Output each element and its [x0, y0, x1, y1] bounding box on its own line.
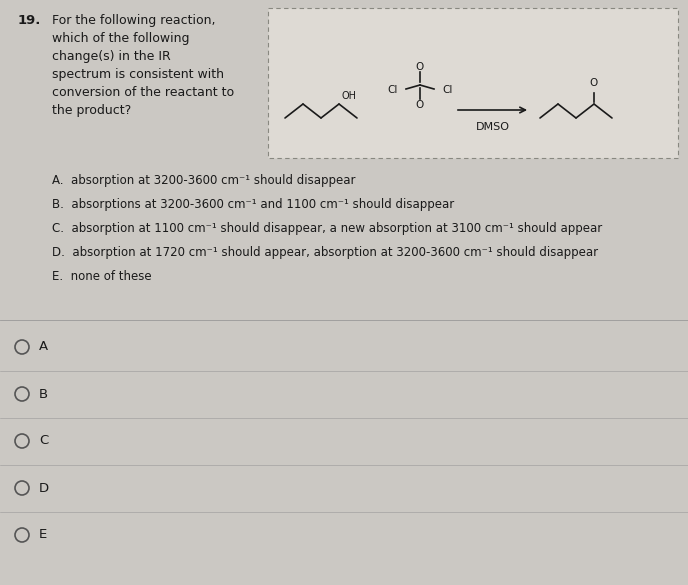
Bar: [268, 8, 678, 158]
Text: 19.: 19.: [18, 14, 41, 27]
Text: O: O: [416, 62, 424, 72]
Text: O: O: [416, 100, 424, 110]
Text: D: D: [39, 481, 49, 494]
Text: D.  absorption at 1720 cm⁻¹ should appear, absorption at 3200-3600 cm⁻¹ should d: D. absorption at 1720 cm⁻¹ should appear…: [52, 246, 598, 259]
Text: A: A: [39, 340, 48, 353]
Text: E: E: [39, 528, 47, 542]
Text: B: B: [39, 387, 48, 401]
Text: B.  absorptions at 3200-3600 cm⁻¹ and 1100 cm⁻¹ should disappear: B. absorptions at 3200-3600 cm⁻¹ and 110…: [52, 198, 454, 211]
Text: For the following reaction,
which of the following
change(s) in the IR
spectrum : For the following reaction, which of the…: [52, 14, 234, 117]
Text: OH: OH: [341, 91, 356, 101]
Text: DMSO: DMSO: [475, 122, 510, 132]
Text: Cl: Cl: [387, 85, 398, 95]
Text: E.  none of these: E. none of these: [52, 270, 151, 283]
Text: C: C: [39, 435, 48, 448]
Text: O: O: [590, 78, 598, 88]
Text: A.  absorption at 3200-3600 cm⁻¹ should disappear: A. absorption at 3200-3600 cm⁻¹ should d…: [52, 174, 356, 187]
Text: Cl: Cl: [442, 85, 453, 95]
Text: C.  absorption at 1100 cm⁻¹ should disappear, a new absorption at 3100 cm⁻¹ shou: C. absorption at 1100 cm⁻¹ should disapp…: [52, 222, 602, 235]
